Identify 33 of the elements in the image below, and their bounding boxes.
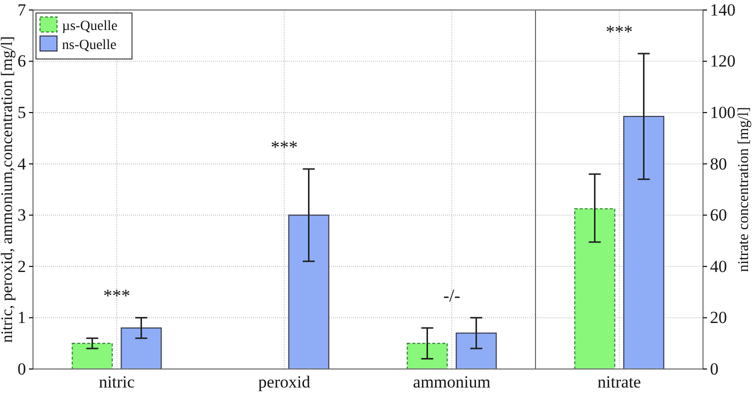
x-tick-label: nitrate — [598, 372, 641, 392]
x-tick-label: ammonium — [413, 372, 490, 392]
annotation: -/- — [443, 286, 460, 306]
annotation: *** — [103, 286, 130, 306]
bar — [120, 327, 162, 370]
legend-label: ns-Quelle — [62, 38, 116, 53]
bar — [456, 332, 497, 370]
y2-tick-label: 140 — [710, 0, 736, 20]
y-tick-label: 6 — [18, 52, 26, 71]
y2-tick-label: 0 — [710, 359, 718, 378]
y2-tick-label: 100 — [710, 103, 736, 122]
annotation: *** — [606, 22, 633, 42]
y2-tick-label: 40 — [710, 256, 727, 276]
y-tick-label: 5 — [18, 103, 26, 122]
y-tick-label: 2 — [18, 256, 26, 276]
y2-axis-title: nitrate concentration [mg/l] — [736, 107, 752, 272]
y-tick-label: 7 — [18, 0, 26, 20]
y-tick-label: 4 — [18, 154, 26, 174]
bar — [406, 342, 448, 370]
legend-label: µs-Quelle — [62, 19, 118, 34]
y-tick-label: 1 — [18, 308, 26, 328]
annotation: *** — [270, 136, 298, 157]
y2-tick-label: 20 — [710, 308, 727, 328]
y-tick-label: 3 — [18, 206, 26, 225]
y-tick-label: 0 — [18, 359, 26, 378]
x-tick-label: nitric — [98, 372, 136, 392]
x-tick-label: peroxid — [258, 372, 311, 392]
y-axis-title: nitric, peroxid, ammonium,concentration [mg/l] — [0, 36, 16, 343]
y2-tick-label: 60 — [710, 206, 727, 225]
bar — [288, 214, 330, 370]
y2-tick-label: 80 — [710, 154, 727, 174]
bar — [72, 342, 113, 370]
y2-tick-label: 120 — [710, 52, 736, 71]
